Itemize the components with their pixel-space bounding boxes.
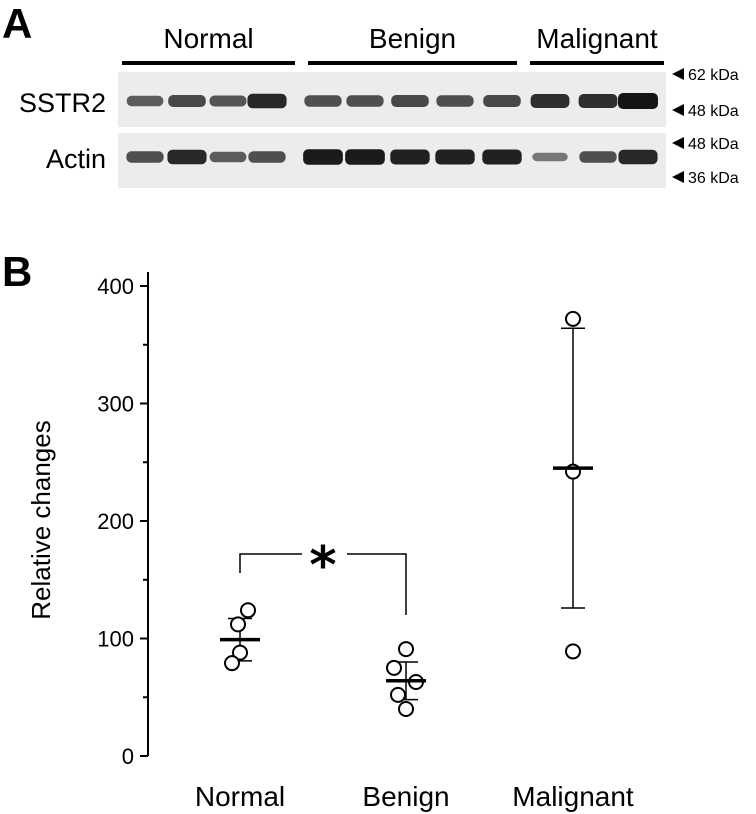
actin-band	[126, 151, 164, 163]
sstr2-band	[483, 95, 521, 107]
actin-band	[303, 149, 343, 165]
benign-data-point	[390, 686, 406, 703]
marker-label: 36 kDa	[688, 170, 739, 187]
y-tick-label: 100	[97, 627, 134, 652]
marker-label: 48 kDa	[688, 103, 739, 120]
row-label-actin: Actin	[46, 144, 106, 174]
benign-data-point	[398, 701, 414, 717]
sstr2-band	[346, 95, 384, 107]
actin-band	[618, 149, 658, 165]
x-axis-labels: Normal Benign Malignant	[195, 781, 634, 812]
actin-band	[435, 149, 475, 165]
group-label-normal: Normal	[163, 23, 253, 54]
row-label-sstr2: SSTR2	[19, 88, 106, 118]
actin-band	[345, 149, 385, 165]
sstr2-band	[530, 94, 570, 108]
marker-label: 48 kDa	[688, 136, 739, 153]
normal-data-point	[224, 655, 240, 672]
sstr2-band	[247, 93, 287, 109]
marker-arrow	[672, 68, 684, 80]
bracket-left	[239, 553, 302, 573]
sstr2-band	[578, 94, 618, 108]
actin-band	[579, 151, 617, 163]
normal-data-point	[230, 616, 246, 633]
x-label-normal: Normal	[195, 781, 285, 812]
x-label-benign: Benign	[362, 781, 449, 812]
x-label-malignant: Malignant	[512, 781, 634, 812]
malignant-data-point	[565, 643, 581, 660]
actin-band	[167, 149, 207, 165]
y-tick-label: 400	[97, 274, 134, 299]
actin-band	[248, 151, 286, 163]
blot-markers: 62 kDa 48 kDa 48 kDa 36 kDa	[672, 67, 739, 187]
group-label-malignant: Malignant	[536, 23, 658, 54]
blot-group-labels: Normal Benign Malignant	[122, 23, 664, 65]
actin-band	[390, 149, 430, 165]
actin-band	[482, 149, 522, 165]
marker-label: 62 kDa	[688, 67, 739, 84]
marker-arrow	[672, 171, 684, 183]
plot-marks	[220, 310, 593, 717]
sstr2-band	[391, 95, 429, 107]
significance-bracket: *	[239, 536, 407, 615]
normal-data-point	[240, 602, 256, 619]
benign-data-point	[398, 641, 414, 658]
y-tick-label: 300	[97, 392, 134, 417]
sstr2-band	[618, 93, 658, 109]
panel-b-letter: B	[2, 248, 32, 295]
significance-asterisk: *	[309, 536, 336, 596]
y-axis-title: Relative changes	[26, 420, 56, 619]
sstr2-band	[168, 95, 206, 107]
marker-arrow	[672, 104, 684, 116]
malignant-data-point	[565, 310, 581, 327]
bracket-right	[347, 553, 407, 615]
y-tick-label: 200	[97, 509, 134, 534]
y-axis-ticks: 0 100 200 300 400	[97, 274, 148, 769]
sstr2-band	[436, 95, 474, 107]
actin-band	[532, 152, 568, 162]
y-tick-label: 0	[122, 744, 134, 769]
blot-bands	[126, 93, 658, 165]
marker-arrow	[672, 137, 684, 149]
sstr2-band	[304, 95, 342, 107]
sstr2-band	[126, 95, 164, 107]
blot-row-labels: SSTR2 Actin	[19, 88, 106, 174]
sstr2-band	[209, 95, 247, 107]
panel-a-letter: A	[2, 0, 32, 47]
benign-data-point	[386, 659, 402, 676]
normal-data-point	[232, 644, 248, 661]
group-label-benign: Benign	[369, 23, 456, 54]
actin-band	[209, 151, 247, 163]
